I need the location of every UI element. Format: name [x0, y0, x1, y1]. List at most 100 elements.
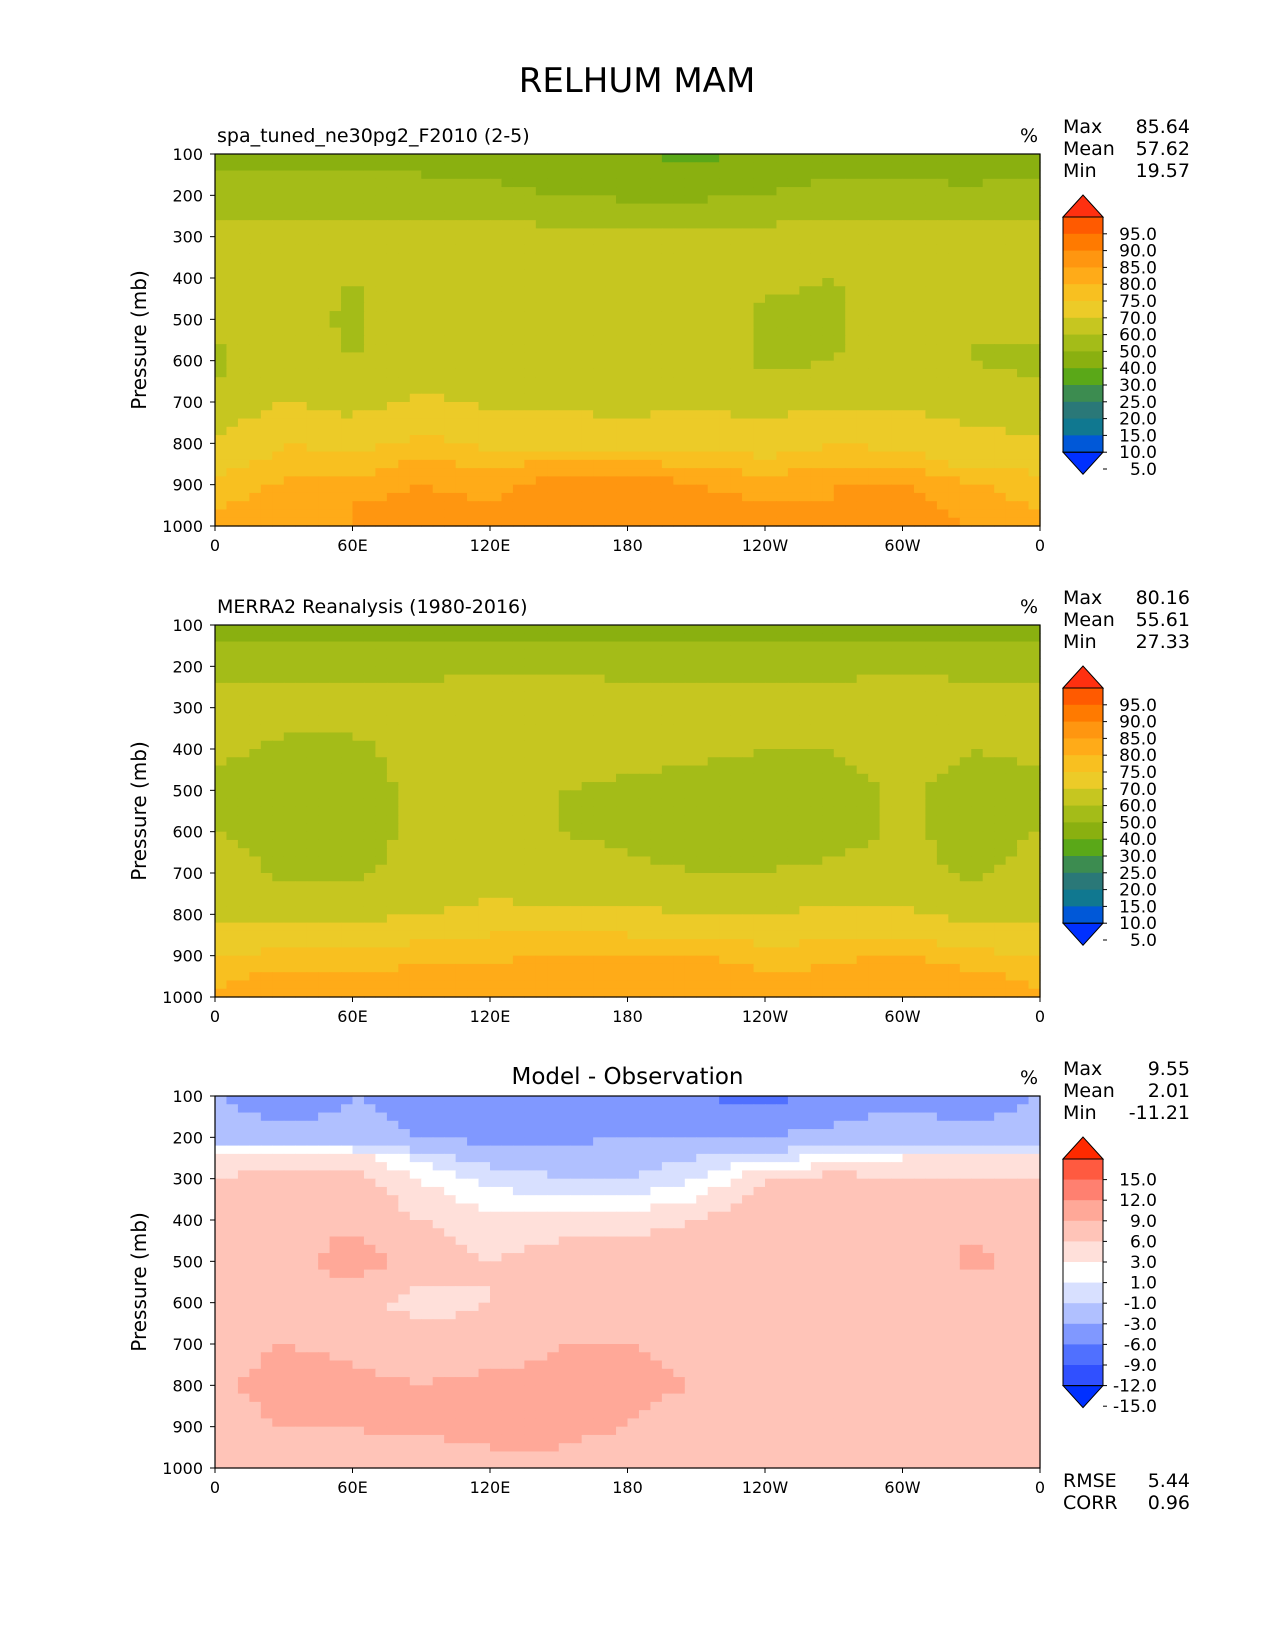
field-cell [409, 476, 422, 486]
field-cell [341, 715, 354, 725]
field-cell [765, 773, 778, 783]
field-cell [891, 211, 904, 221]
field-cell [833, 187, 846, 196]
field-cell [902, 327, 915, 337]
field-cell [283, 476, 296, 486]
field-cell [535, 724, 548, 734]
field-cell [318, 798, 331, 808]
field-cell [409, 501, 422, 511]
field-cell [386, 517, 399, 527]
field-cell [696, 782, 709, 791]
field-cell [902, 649, 915, 659]
field-cell [512, 220, 525, 229]
field-cell [570, 707, 583, 717]
field-cell [879, 459, 892, 469]
field-cell [398, 393, 411, 403]
field-cell [421, 468, 434, 477]
field-cell [398, 352, 411, 362]
field-cell [398, 402, 411, 411]
field-cell [616, 765, 629, 775]
field-cell [570, 715, 583, 725]
field-cell [810, 715, 823, 725]
field-cell [902, 286, 915, 296]
field-cell [226, 187, 239, 196]
field-cell [650, 154, 663, 163]
field-cell [810, 294, 823, 304]
field-cell [1028, 335, 1041, 345]
field-cell [891, 220, 904, 229]
field-cell [249, 707, 262, 717]
field-cell [490, 344, 503, 353]
field-cell [283, 311, 296, 320]
field-cell [329, 625, 342, 634]
field-cell [845, 649, 858, 659]
field-cell [593, 625, 606, 634]
field-cell [604, 286, 617, 296]
field-cell [856, 178, 869, 188]
field-cell [581, 344, 594, 353]
field-cell [249, 377, 262, 387]
panel-title: spa_tuned_ne30pg2_F2010 (2-5) [217, 125, 530, 147]
field-cell [936, 302, 949, 312]
field-cell [341, 211, 354, 221]
field-cell [822, 154, 835, 163]
field-cell [638, 806, 652, 816]
field-cell [501, 253, 514, 263]
field-cell [845, 732, 858, 742]
field-cell [375, 327, 388, 337]
field-cell [982, 162, 995, 172]
field-cell [295, 385, 308, 395]
field-cell [409, 154, 422, 163]
field-cell [959, 468, 972, 477]
field-cell [879, 393, 892, 403]
field-cell [787, 253, 800, 263]
field-cell [971, 633, 984, 643]
field-cell [742, 402, 755, 411]
field-cell [707, 236, 720, 246]
field-cell [661, 517, 674, 527]
field-cell [787, 302, 800, 312]
field-cell [833, 203, 846, 213]
field-cell [971, 806, 984, 816]
field-cell [868, 162, 881, 172]
field-cell [306, 302, 319, 312]
field-cell [982, 682, 995, 692]
field-cell [638, 451, 652, 461]
field-cell [799, 682, 812, 692]
field-cell [902, 798, 915, 808]
field-cell [535, 352, 548, 362]
field-cell [765, 368, 778, 378]
field-cell [982, 228, 995, 238]
field-cell [627, 162, 640, 172]
field-cell [306, 319, 319, 329]
field-cell [432, 360, 445, 370]
field-cell [616, 790, 629, 800]
field-cell [444, 228, 457, 238]
field-cell [1028, 674, 1041, 684]
field-cell [730, 426, 743, 436]
field-cell [398, 715, 411, 725]
field-cell [260, 261, 273, 271]
field-cell [616, 327, 629, 337]
field-cell [306, 402, 319, 411]
field-cell [845, 294, 858, 304]
field-cell [295, 715, 308, 725]
field-cell [329, 187, 342, 196]
field-cell [421, 278, 434, 287]
field-cell [547, 484, 560, 494]
field-cell [283, 402, 296, 411]
field-cell [226, 385, 239, 395]
field-cell [386, 658, 399, 667]
field-cell [329, 418, 342, 428]
field-cell [822, 286, 835, 296]
field-cell [283, 715, 296, 725]
field-cell [833, 707, 846, 717]
field-cell [398, 319, 411, 329]
field-cell [638, 798, 652, 808]
field-cell [512, 715, 525, 725]
field-cell [856, 517, 869, 527]
field-cell [375, 393, 388, 403]
field-cell [982, 468, 995, 477]
field-cell [490, 806, 503, 816]
field-cell [673, 311, 686, 320]
